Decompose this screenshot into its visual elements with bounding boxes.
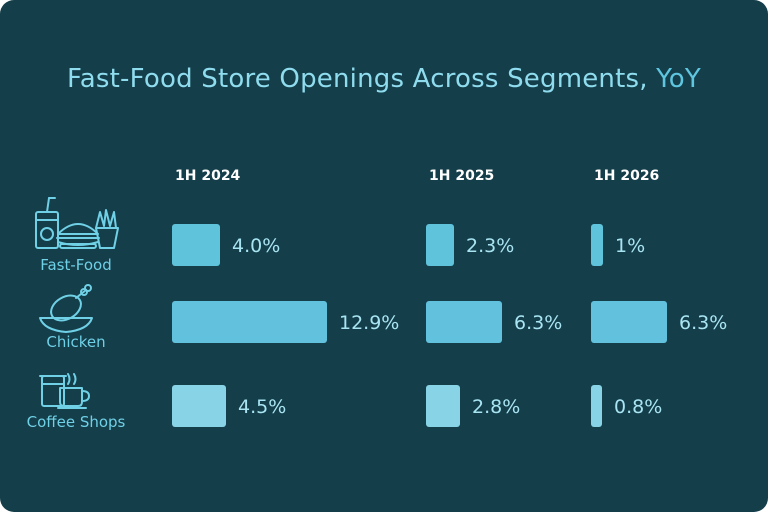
category-label: Fast-Food	[40, 256, 112, 274]
title-accent: YoY	[656, 64, 701, 94]
value-label: 2.8%	[472, 396, 520, 418]
bar	[172, 385, 226, 427]
bar	[426, 301, 502, 343]
value-label: 4.0%	[232, 235, 280, 257]
bar	[172, 301, 327, 343]
period-header: 1H 2025	[429, 168, 494, 184]
chart-title: Fast-Food Store Openings Across Segments…	[0, 64, 768, 94]
value-label: 12.9%	[339, 312, 399, 334]
title-main: Fast-Food Store Openings Across Segments…	[67, 64, 648, 94]
bar	[591, 385, 602, 427]
fast-food-icon	[35, 197, 119, 249]
bar	[172, 224, 220, 266]
bar	[591, 301, 667, 343]
value-label: 6.3%	[514, 312, 562, 334]
value-label: 6.3%	[679, 312, 727, 334]
coffee-icon	[39, 373, 90, 409]
value-label: 4.5%	[238, 396, 286, 418]
bar	[426, 385, 460, 427]
period-header: 1H 2026	[594, 168, 659, 184]
value-label: 1%	[615, 235, 645, 257]
category-label: Coffee Shops	[27, 413, 126, 431]
bar	[591, 224, 603, 266]
value-label: 0.8%	[614, 396, 662, 418]
bar	[426, 224, 454, 266]
value-label: 2.3%	[466, 235, 514, 257]
category-label: Chicken	[46, 333, 105, 351]
chicken-icon	[39, 284, 93, 333]
period-header: 1H 2024	[175, 168, 241, 184]
